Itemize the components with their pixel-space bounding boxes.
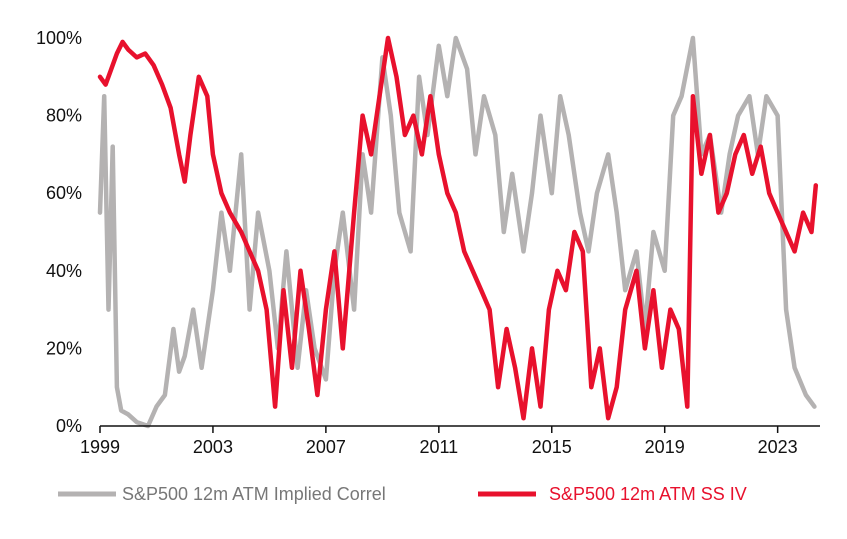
x-tick-label: 2011	[419, 437, 458, 457]
y-tick-label: 0%	[56, 416, 82, 436]
x-tick-label: 2015	[532, 437, 572, 457]
x-tick-label: 2007	[306, 437, 346, 457]
x-axis-ticks: 1999 2003 2007 2011 2015 2019 2023	[80, 426, 798, 457]
x-tick-label: 2023	[758, 437, 798, 457]
y-tick-label: 60%	[46, 183, 82, 203]
series-line-ss-iv	[97, 35, 819, 421]
legend: S&P500 12m ATM Implied Correl S&P500 12m …	[58, 484, 747, 504]
y-tick-label: 80%	[46, 106, 82, 126]
series-layer	[97, 35, 819, 429]
legend-label-ss-iv: S&P500 12m ATM SS IV	[549, 484, 747, 504]
y-tick-label: 20%	[46, 338, 82, 358]
y-axis-ticks: 0% 20% 40% 60% 80% 100%	[36, 28, 82, 436]
y-tick-label: 40%	[46, 261, 82, 281]
series-line-implied-correl	[97, 35, 817, 429]
x-tick-label: 1999	[80, 437, 120, 457]
legend-label-implied-correl: S&P500 12m ATM Implied Correl	[122, 484, 386, 504]
x-tick-label: 2019	[645, 437, 685, 457]
x-tick-label: 2003	[193, 437, 233, 457]
y-tick-label: 100%	[36, 28, 82, 48]
